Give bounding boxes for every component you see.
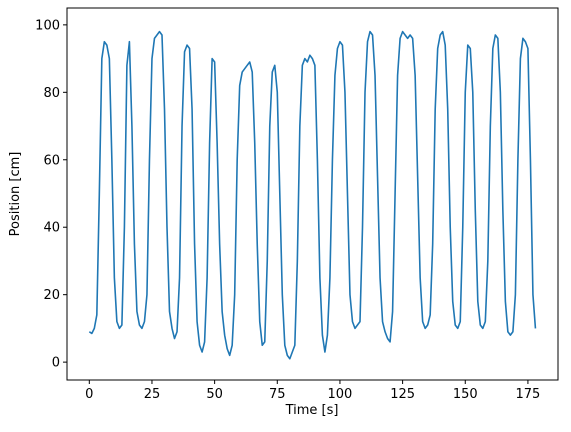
y-tick-label: 100 [35,18,60,33]
y-tick-label: 0 [52,356,60,371]
x-tick-label: 0 [85,387,93,402]
x-tick-label: 75 [269,387,286,402]
y-tick-label: 20 [43,288,60,303]
y-tick-label: 60 [43,153,60,168]
y-tick-label: 40 [43,221,60,236]
x-tick-label: 175 [516,387,541,402]
x-tick-label: 125 [390,387,415,402]
x-tick-label: 25 [144,387,161,402]
x-tick-label: 100 [328,387,353,402]
y-axis-label: Position [cm] [8,152,23,237]
x-tick-label: 150 [453,387,478,402]
x-axis-label: Time [s] [285,403,339,418]
x-tick-label: 50 [206,387,223,402]
plot-frame [66,7,559,381]
y-tick-label: 80 [43,86,60,101]
data-line [88,30,537,360]
